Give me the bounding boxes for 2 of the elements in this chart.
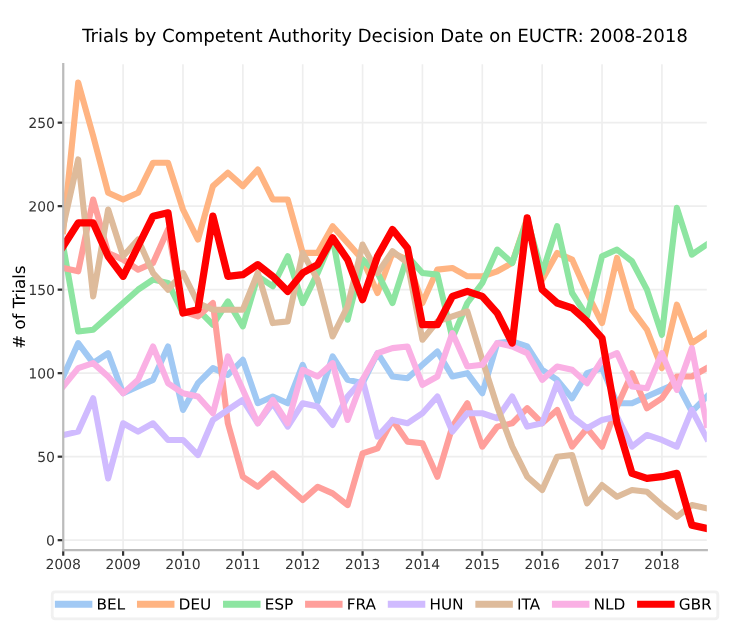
chart-title: Trials by Competent Authority Decision Date on EUCTR: 2008-2018 xyxy=(82,28,687,46)
y-axis-title: # of Trials xyxy=(12,266,26,348)
